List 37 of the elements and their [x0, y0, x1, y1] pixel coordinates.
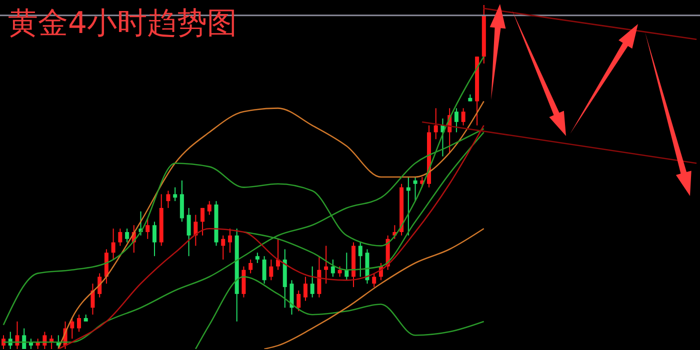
candlestick — [118, 228, 122, 246]
candlestick — [173, 186, 178, 202]
chart-title: 黄金4小时趋势图 — [8, 6, 238, 42]
candlestick — [276, 238, 280, 270]
candlestick — [310, 266, 314, 298]
candlestick — [146, 218, 150, 240]
candlestick — [70, 318, 74, 340]
candlestick — [221, 234, 226, 260]
candlestick — [248, 259, 253, 274]
candlestick — [186, 207, 191, 257]
candlestick — [152, 221, 156, 257]
candlestick — [228, 228, 232, 254]
candlestick — [330, 259, 335, 278]
candlestick — [324, 245, 328, 284]
candlestick — [296, 290, 301, 312]
candlestick — [90, 283, 95, 316]
candlestick — [461, 108, 466, 126]
candlestick — [338, 266, 342, 278]
candlestick — [255, 252, 260, 264]
candlestick — [303, 276, 308, 302]
candlestick — [413, 176, 418, 202]
candlestick — [372, 272, 376, 288]
candlestick — [77, 314, 81, 332]
candlestick — [358, 242, 362, 278]
candlestick — [454, 108, 458, 133]
candlestick — [2, 334, 6, 349]
candlestick — [200, 207, 205, 236]
candlestick — [406, 176, 410, 236]
candlestick — [207, 200, 212, 216]
candlestick — [434, 108, 438, 140]
candlestick — [194, 214, 198, 246]
candlestick — [269, 259, 274, 281]
candlestick — [125, 228, 130, 243]
candlestick — [166, 190, 170, 208]
candlestick — [344, 252, 349, 281]
candlestick — [111, 228, 116, 260]
candlestick — [262, 256, 266, 284]
